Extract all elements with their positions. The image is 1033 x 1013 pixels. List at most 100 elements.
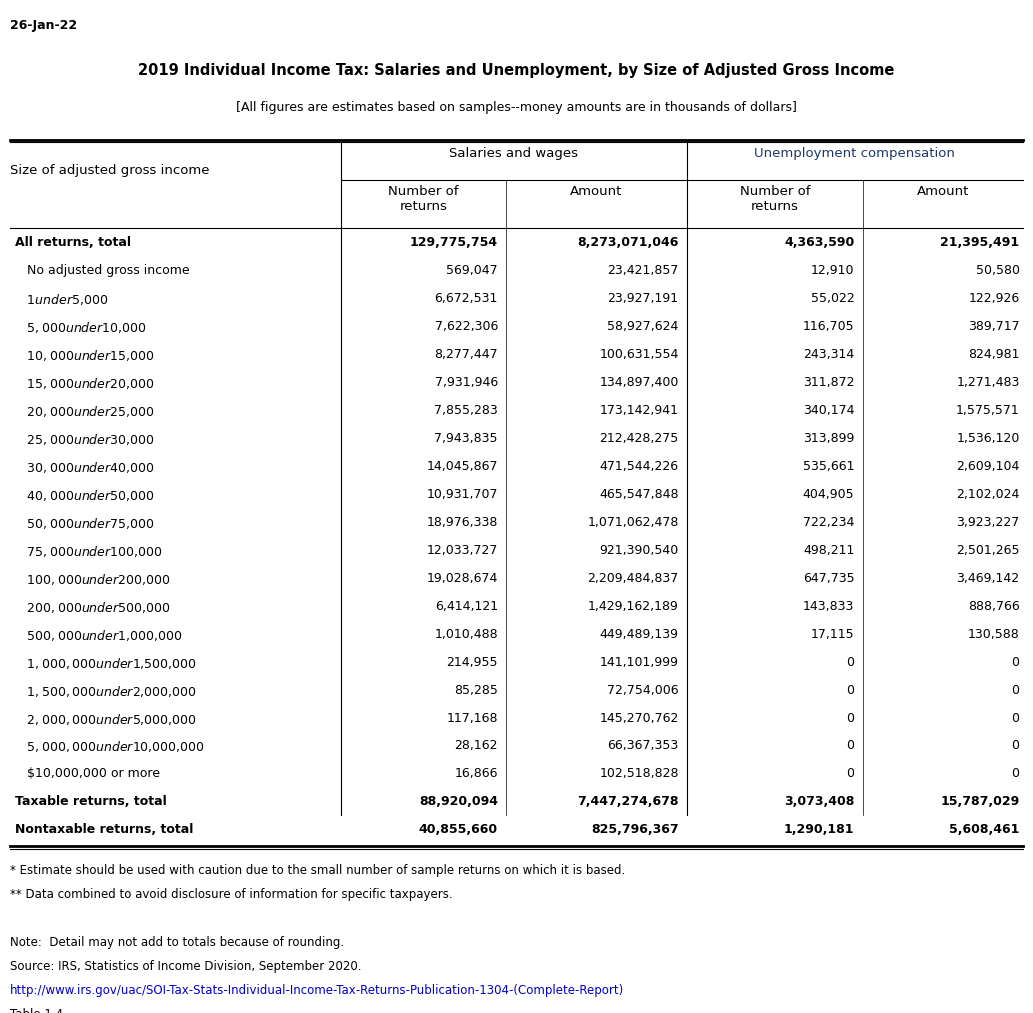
Text: 18,976,338: 18,976,338 bbox=[427, 516, 498, 529]
Text: $10,000,000 or more: $10,000,000 or more bbox=[15, 768, 160, 780]
Text: $75,000 under $100,000: $75,000 under $100,000 bbox=[15, 544, 163, 559]
Text: Number of
returns: Number of returns bbox=[388, 185, 459, 213]
Text: $15,000 under $20,000: $15,000 under $20,000 bbox=[15, 376, 155, 391]
Text: 116,705: 116,705 bbox=[803, 320, 854, 333]
Text: $1 under $5,000: $1 under $5,000 bbox=[15, 292, 108, 307]
Text: Amount: Amount bbox=[570, 185, 623, 199]
Text: 471,544,226: 471,544,226 bbox=[599, 460, 679, 473]
Text: 2,209,484,837: 2,209,484,837 bbox=[588, 571, 679, 585]
Text: 7,943,835: 7,943,835 bbox=[435, 432, 498, 445]
Text: 3,923,227: 3,923,227 bbox=[957, 516, 1020, 529]
Text: Salaries and wages: Salaries and wages bbox=[449, 147, 578, 159]
Text: 66,367,353: 66,367,353 bbox=[607, 739, 679, 753]
Text: 122,926: 122,926 bbox=[968, 292, 1020, 305]
Text: 8,277,447: 8,277,447 bbox=[434, 348, 498, 361]
Text: 2,609,104: 2,609,104 bbox=[957, 460, 1020, 473]
Text: 7,622,306: 7,622,306 bbox=[435, 320, 498, 333]
Text: $5,000 under $10,000: $5,000 under $10,000 bbox=[15, 320, 147, 335]
Text: 888,766: 888,766 bbox=[968, 600, 1020, 613]
Text: 28,162: 28,162 bbox=[455, 739, 498, 753]
Text: $1,500,000 under $2,000,000: $1,500,000 under $2,000,000 bbox=[15, 684, 197, 699]
Text: 40,855,660: 40,855,660 bbox=[418, 824, 498, 837]
Text: 0: 0 bbox=[1011, 655, 1020, 669]
Text: 14,045,867: 14,045,867 bbox=[427, 460, 498, 473]
Text: 16,866: 16,866 bbox=[455, 768, 498, 780]
Text: 0: 0 bbox=[1011, 768, 1020, 780]
Text: 15,787,029: 15,787,029 bbox=[940, 795, 1020, 808]
Text: 465,547,848: 465,547,848 bbox=[599, 488, 679, 500]
Text: 143,833: 143,833 bbox=[803, 600, 854, 613]
Text: Nontaxable returns, total: Nontaxable returns, total bbox=[15, 824, 194, 837]
Text: 19,028,674: 19,028,674 bbox=[427, 571, 498, 585]
Text: 6,414,121: 6,414,121 bbox=[435, 600, 498, 613]
Text: 212,428,275: 212,428,275 bbox=[599, 432, 679, 445]
Text: 6,672,531: 6,672,531 bbox=[435, 292, 498, 305]
Text: 0: 0 bbox=[846, 684, 854, 697]
Text: 535,661: 535,661 bbox=[803, 460, 854, 473]
Text: 243,314: 243,314 bbox=[803, 348, 854, 361]
Text: 340,174: 340,174 bbox=[803, 404, 854, 417]
Text: http://www.irs.gov/uac/SOI-Tax-Stats-Individual-Income-Tax-Returns-Publication-1: http://www.irs.gov/uac/SOI-Tax-Stats-Ind… bbox=[10, 985, 625, 998]
Text: Unemployment compensation: Unemployment compensation bbox=[754, 147, 956, 159]
Text: 825,796,367: 825,796,367 bbox=[591, 824, 679, 837]
Text: 0: 0 bbox=[846, 711, 854, 724]
Text: 88,920,094: 88,920,094 bbox=[419, 795, 498, 808]
Text: 722,234: 722,234 bbox=[803, 516, 854, 529]
Text: 1,271,483: 1,271,483 bbox=[957, 376, 1020, 389]
Text: 0: 0 bbox=[846, 655, 854, 669]
Text: 1,536,120: 1,536,120 bbox=[957, 432, 1020, 445]
Text: 134,897,400: 134,897,400 bbox=[599, 376, 679, 389]
Text: 117,168: 117,168 bbox=[446, 711, 498, 724]
Text: 17,115: 17,115 bbox=[811, 628, 854, 640]
Text: 404,905: 404,905 bbox=[803, 488, 854, 500]
Text: $20,000 under $25,000: $20,000 under $25,000 bbox=[15, 404, 155, 419]
Text: 85,285: 85,285 bbox=[455, 684, 498, 697]
Text: $100,000 under $200,000: $100,000 under $200,000 bbox=[15, 571, 171, 587]
Text: 7,447,274,678: 7,447,274,678 bbox=[577, 795, 679, 808]
Text: 3,073,408: 3,073,408 bbox=[784, 795, 854, 808]
Text: 0: 0 bbox=[846, 739, 854, 753]
Text: * Estimate should be used with caution due to the small number of sample returns: * Estimate should be used with caution d… bbox=[10, 864, 626, 877]
Text: ** Data combined to avoid disclosure of information for specific taxpayers.: ** Data combined to avoid disclosure of … bbox=[10, 888, 452, 901]
Text: 0: 0 bbox=[1011, 684, 1020, 697]
Text: 498,211: 498,211 bbox=[803, 544, 854, 557]
Text: 5,608,461: 5,608,461 bbox=[949, 824, 1020, 837]
Text: 72,754,006: 72,754,006 bbox=[607, 684, 679, 697]
Text: Source: IRS, Statistics of Income Division, September 2020.: Source: IRS, Statistics of Income Divisi… bbox=[10, 960, 362, 973]
Text: 23,421,857: 23,421,857 bbox=[607, 264, 679, 278]
Text: 50,580: 50,580 bbox=[975, 264, 1020, 278]
Text: 102,518,828: 102,518,828 bbox=[599, 768, 679, 780]
Text: 389,717: 389,717 bbox=[968, 320, 1020, 333]
Text: 12,910: 12,910 bbox=[811, 264, 854, 278]
Text: Amount: Amount bbox=[916, 185, 969, 199]
Text: $10,000 under $15,000: $10,000 under $15,000 bbox=[15, 348, 155, 363]
Text: 173,142,941: 173,142,941 bbox=[600, 404, 679, 417]
Text: 313,899: 313,899 bbox=[803, 432, 854, 445]
Text: No adjusted gross income: No adjusted gross income bbox=[15, 264, 190, 278]
Text: 21,395,491: 21,395,491 bbox=[940, 236, 1020, 249]
Text: 1,575,571: 1,575,571 bbox=[956, 404, 1020, 417]
Text: 921,390,540: 921,390,540 bbox=[599, 544, 679, 557]
Text: 129,775,754: 129,775,754 bbox=[410, 236, 498, 249]
Text: $25,000 under $30,000: $25,000 under $30,000 bbox=[15, 432, 155, 447]
Text: 55,022: 55,022 bbox=[811, 292, 854, 305]
Text: 8,273,071,046: 8,273,071,046 bbox=[577, 236, 679, 249]
Text: 569,047: 569,047 bbox=[446, 264, 498, 278]
Text: $30,000 under $40,000: $30,000 under $40,000 bbox=[15, 460, 155, 475]
Text: 12,033,727: 12,033,727 bbox=[427, 544, 498, 557]
Text: Size of adjusted gross income: Size of adjusted gross income bbox=[10, 164, 210, 177]
Text: 10,931,707: 10,931,707 bbox=[427, 488, 498, 500]
Text: 449,489,139: 449,489,139 bbox=[600, 628, 679, 640]
Text: 3,469,142: 3,469,142 bbox=[957, 571, 1020, 585]
Text: [All figures are estimates based on samples--money amounts are in thousands of d: [All figures are estimates based on samp… bbox=[237, 101, 796, 114]
Text: 145,270,762: 145,270,762 bbox=[599, 711, 679, 724]
Text: 1,429,162,189: 1,429,162,189 bbox=[588, 600, 679, 613]
Text: 311,872: 311,872 bbox=[803, 376, 854, 389]
Text: 1,290,181: 1,290,181 bbox=[784, 824, 854, 837]
Text: 214,955: 214,955 bbox=[446, 655, 498, 669]
Text: 0: 0 bbox=[1011, 711, 1020, 724]
Text: 0: 0 bbox=[846, 768, 854, 780]
Text: 7,931,946: 7,931,946 bbox=[435, 376, 498, 389]
Text: 824,981: 824,981 bbox=[968, 348, 1020, 361]
Text: 7,855,283: 7,855,283 bbox=[434, 404, 498, 417]
